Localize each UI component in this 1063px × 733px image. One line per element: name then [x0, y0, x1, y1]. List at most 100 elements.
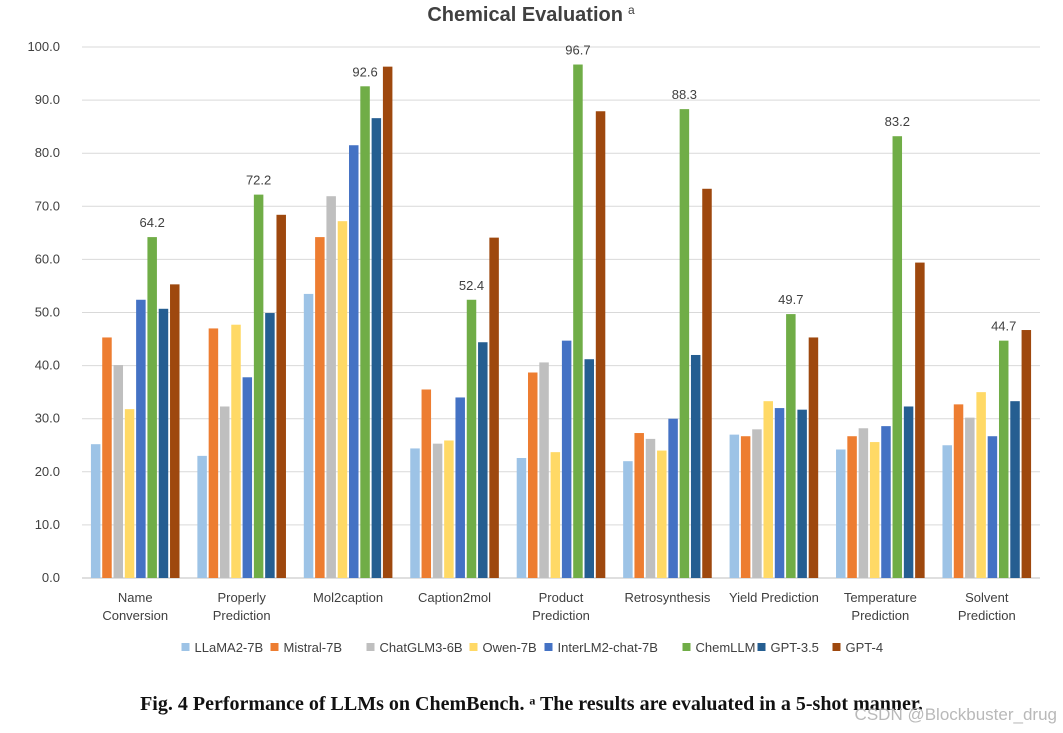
bar-chemllm	[147, 237, 157, 578]
bar-gpt-4	[276, 214, 286, 578]
bar-mistral-7b	[740, 436, 751, 578]
bar-gpt-4	[1021, 330, 1032, 578]
x-tick-label: Temperature Prediction	[844, 590, 917, 623]
bar-interlm2-chat-7b	[349, 145, 359, 579]
bar-chemllm	[253, 194, 264, 579]
legend-label: GPT-3.5	[771, 640, 819, 655]
chemical-evaluation-chart: Chemical Evaluation a 0.0 10.0 20.0 30.0 40.0…	[27, 3, 1040, 655]
data-label: 83.2	[885, 114, 910, 129]
gridlines	[82, 46, 1040, 579]
bar-gpt-3-5	[690, 354, 701, 578]
data-label: 92.6	[352, 64, 377, 79]
data-label: 64.2	[140, 215, 165, 230]
bar-interlm2-chat-7b	[455, 397, 465, 578]
bar-llama2-7b	[410, 448, 420, 578]
bar-llama2-7b	[623, 461, 633, 578]
legend-swatch	[544, 643, 553, 651]
y-tick-label: 40.0	[35, 358, 60, 373]
x-tick-label: Product Prediction	[532, 590, 590, 623]
legend-swatch	[366, 643, 375, 651]
legend: LLaMA2-7B Mistral-7B ChatGLM3-6B Owen-7B Int…	[181, 640, 884, 655]
bar-chatglm3-6b	[326, 196, 336, 578]
data-label: 49.7	[778, 292, 803, 307]
bar-owen-7b	[976, 392, 986, 578]
legend-label: LLaMA2-7B	[195, 640, 264, 655]
bar-chatglm3-6b	[432, 443, 443, 578]
legend-label: ChemLLM	[696, 640, 756, 655]
bar-gpt-3-5	[478, 342, 488, 578]
bar-owen-7b	[231, 324, 241, 578]
bar-chatglm3-6b	[965, 417, 975, 578]
bar-chatglm3-6b	[113, 365, 124, 578]
data-label: 96.7	[565, 43, 590, 58]
legend-label: GPT-4	[846, 640, 884, 655]
data-label: 72.2	[246, 173, 271, 188]
data-label: 44.7	[991, 319, 1016, 334]
bar-interlm2-chat-7b	[136, 299, 146, 578]
y-tick-label: 100.0	[27, 39, 60, 54]
bar-interlm2-chat-7b	[668, 418, 678, 578]
bar-mistral-7b	[528, 372, 538, 578]
bar-gpt-4	[489, 237, 499, 578]
y-tick-label: 50.0	[35, 305, 60, 320]
bar-chatglm3-6b	[539, 362, 549, 578]
x-tick-label: Solvent Prediction	[958, 590, 1016, 623]
bar-llama2-7b	[516, 457, 527, 578]
watermark: CSDN @Blockbuster_drug	[854, 705, 1057, 724]
bar-chatglm3-6b	[752, 429, 762, 578]
x-tick-label: Retrosynthesis	[624, 590, 710, 605]
bar-llama2-7b	[90, 444, 101, 578]
bar-chemllm	[466, 299, 477, 578]
x-tick-label: Mol2caption	[313, 590, 383, 605]
bar-chemllm	[679, 109, 690, 578]
bar-mistral-7b	[847, 436, 857, 578]
bar-gpt-4	[382, 66, 393, 578]
bar-gpt-3-5	[265, 313, 275, 578]
x-tick-label: Yield Prediction	[729, 590, 819, 605]
legend-swatch	[682, 643, 691, 651]
bar-interlm2-chat-7b	[561, 340, 572, 578]
bar-interlm2-chat-7b	[987, 436, 998, 578]
y-tick-label: 80.0	[35, 145, 60, 160]
bar-chatglm3-6b	[219, 406, 230, 578]
y-tick-label: 90.0	[35, 92, 60, 107]
bar-gpt-4	[702, 188, 712, 579]
bar-gpt-3-5	[158, 308, 169, 578]
bar-llama2-7b	[836, 449, 846, 578]
bar-gpt-3-5	[584, 359, 594, 578]
legend-swatch	[270, 643, 279, 651]
y-tick-label: 60.0	[35, 251, 60, 266]
legend-swatch	[757, 643, 766, 651]
legend-label: ChatGLM3-6B	[380, 640, 463, 655]
y-axis-ticks: 0.0 10.0 20.0 30.0 40.0 50.0 60.0 70.0 80.0 90.0 1…	[27, 39, 60, 585]
y-tick-label: 10.0	[35, 517, 60, 532]
legend-label: Owen-7B	[483, 640, 537, 655]
y-tick-label: 70.0	[35, 198, 60, 213]
bar-gpt-3-5	[797, 409, 807, 578]
data-label: 88.3	[672, 87, 697, 102]
bar-owen-7b	[763, 401, 773, 578]
y-tick-label: 0.0	[42, 570, 60, 585]
bar-mistral-7b	[315, 237, 325, 578]
y-tick-label: 30.0	[35, 411, 60, 426]
bar-llama2-7b	[303, 293, 314, 578]
bar-chemllm	[998, 340, 1009, 578]
legend-swatch	[181, 643, 190, 651]
data-labels: 64.2 72.2 92.6 52.4 96.7 88.3 49.7 83.2 44.7	[140, 43, 1017, 334]
legend-swatch	[832, 643, 841, 651]
y-tick-label: 20.0	[35, 464, 60, 479]
bar-interlm2-chat-7b	[242, 377, 253, 578]
x-axis-category-labels: Name Conversion Properly Prediction Mol2capt…	[102, 590, 1015, 623]
bar-gpt-4	[595, 111, 606, 578]
bar-chemllm	[573, 64, 583, 578]
bars	[90, 64, 1032, 579]
bar-owen-7b	[550, 452, 561, 578]
bar-owen-7b	[869, 442, 880, 578]
legend-label: InterLM2-chat-7B	[558, 640, 658, 655]
bar-gpt-3-5	[371, 118, 382, 579]
bar-owen-7b	[337, 221, 348, 578]
bar-mistral-7b	[421, 389, 432, 578]
bar-gpt-3-5	[1010, 401, 1020, 578]
bar-llama2-7b	[729, 434, 740, 578]
bar-chemllm	[360, 86, 370, 578]
